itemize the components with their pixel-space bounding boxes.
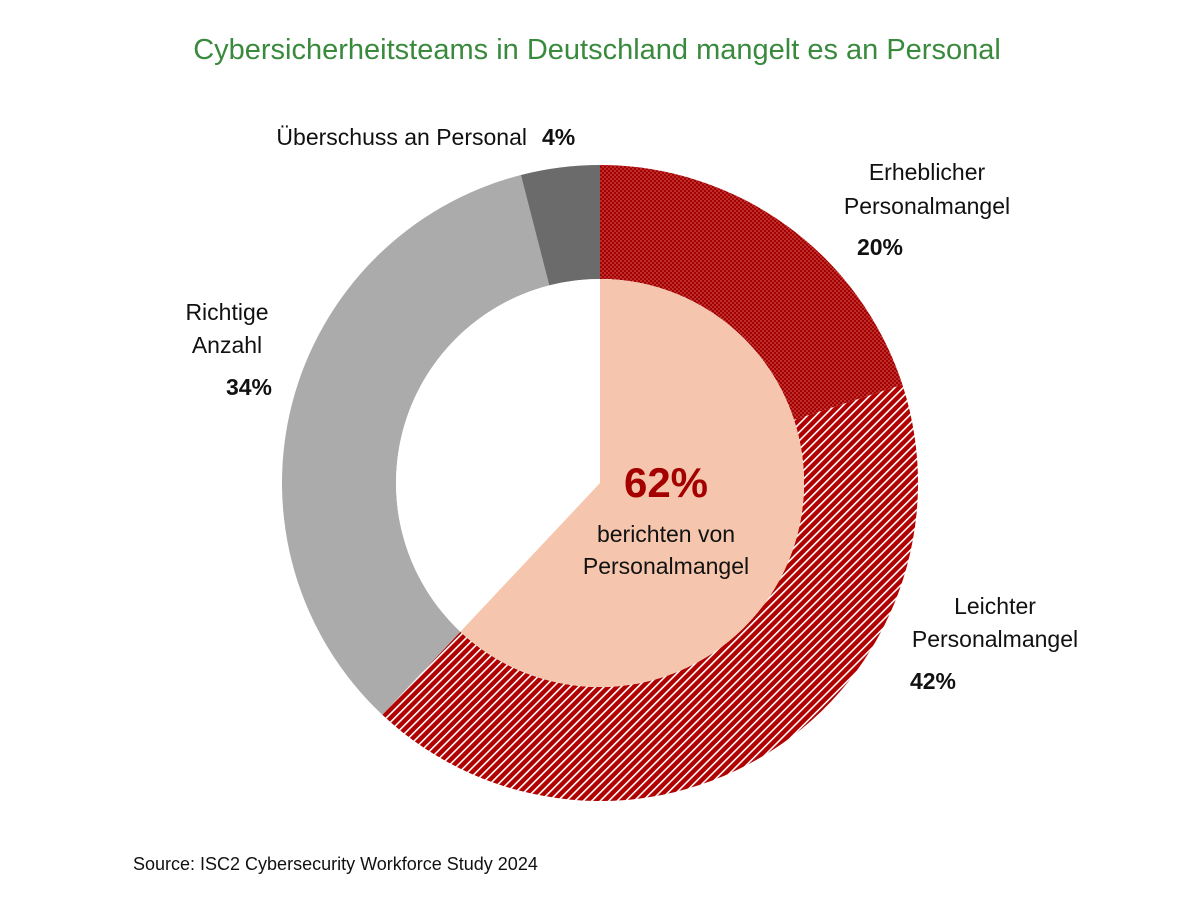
- label-leichter: Leichter Personalmangel 42%: [910, 593, 1078, 694]
- slice-label-leichter-line-1: Leichter: [954, 593, 1036, 619]
- center-text-line-1: berichten von: [597, 521, 735, 547]
- source-note: Source: ISC2 Cybersecurity Workforce Stu…: [133, 854, 538, 874]
- slice-value-erheblicher: 20%: [857, 234, 903, 260]
- slice-label-ueberschuss: Überschuss an Personal: [276, 124, 527, 150]
- slice-value-leichter: 42%: [910, 668, 956, 694]
- label-richtige: Richtige Anzahl 34%: [185, 299, 272, 400]
- slice-value-ueberschuss: 4%: [542, 124, 575, 150]
- donut-slice-ueberschuss-an-personal: [520, 165, 600, 286]
- slice-label-leichter-line-2: Personalmangel: [912, 626, 1078, 652]
- donut-slice-richtige-anzahl: [282, 174, 550, 715]
- slice-label-erheblicher-line-1: Erheblicher: [869, 159, 986, 185]
- center-text-line-2: Personalmangel: [583, 553, 749, 579]
- chart-title: Cybersicherheitsteams in Deutschland man…: [193, 34, 1001, 66]
- label-erheblicher: Erheblicher Personalmangel 20%: [844, 159, 1010, 260]
- center-value: 62%: [624, 459, 708, 506]
- slice-label-erheblicher-line-2: Personalmangel: [844, 193, 1010, 219]
- inner-pie-share: [460, 279, 804, 688]
- label-ueberschuss: Überschuss an Personal 4%: [276, 124, 575, 150]
- donut-slice-leichter-personalmangel: [382, 384, 918, 801]
- slice-value-richtige: 34%: [226, 374, 272, 400]
- slice-label-richtige-line-2: Anzahl: [192, 332, 262, 358]
- donut-slice-erheblicher-personalmangel: [600, 165, 903, 420]
- slice-label-richtige-line-1: Richtige: [185, 299, 268, 325]
